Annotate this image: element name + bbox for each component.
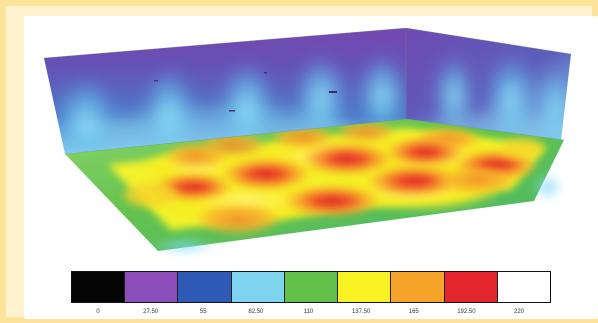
legend-label-0: 0 — [96, 309, 100, 315]
heatmap-3d-room — [43, 27, 572, 255]
legend-swatch-110 — [284, 272, 339, 302]
legend-label-row: 0 27.50 55 82.50 110 137.50 165 192.50 2… — [71, 307, 551, 317]
floor — [65, 119, 564, 255]
legend-swatch-165 — [391, 272, 445, 302]
legend-label-55: 55 — [199, 309, 207, 315]
legend-color-scale — [71, 271, 551, 303]
legend-label-82.50: 82.50 — [248, 309, 264, 315]
legend-swatch-27.50 — [125, 272, 179, 302]
room-edges — [43, 27, 572, 155]
legend-swatch-0 — [72, 272, 126, 302]
heatmap-scene — [24, 16, 598, 266]
legend-label-165: 165 — [408, 309, 419, 315]
legend-swatch-192.50 — [444, 272, 498, 302]
legend-swatch-220 — [497, 272, 550, 302]
legend-swatch-55 — [178, 272, 232, 302]
visualization-panel: 0 27.50 55 82.50 110 137.50 165 192.50 2… — [24, 16, 598, 319]
legend-label-192.50: 192.50 — [457, 309, 476, 315]
legend-label-137.50: 137.50 — [351, 309, 371, 315]
legend-swatch-82.50 — [231, 272, 285, 302]
legend-label-110: 110 — [303, 309, 314, 315]
legend-label-220: 220 — [513, 309, 524, 315]
legend-label-27.50: 27.50 — [143, 309, 159, 315]
legend-swatch-137.50 — [338, 272, 392, 302]
heatmap-legend: 0 27.50 55 82.50 110 137.50 165 192.50 2… — [71, 271, 551, 317]
